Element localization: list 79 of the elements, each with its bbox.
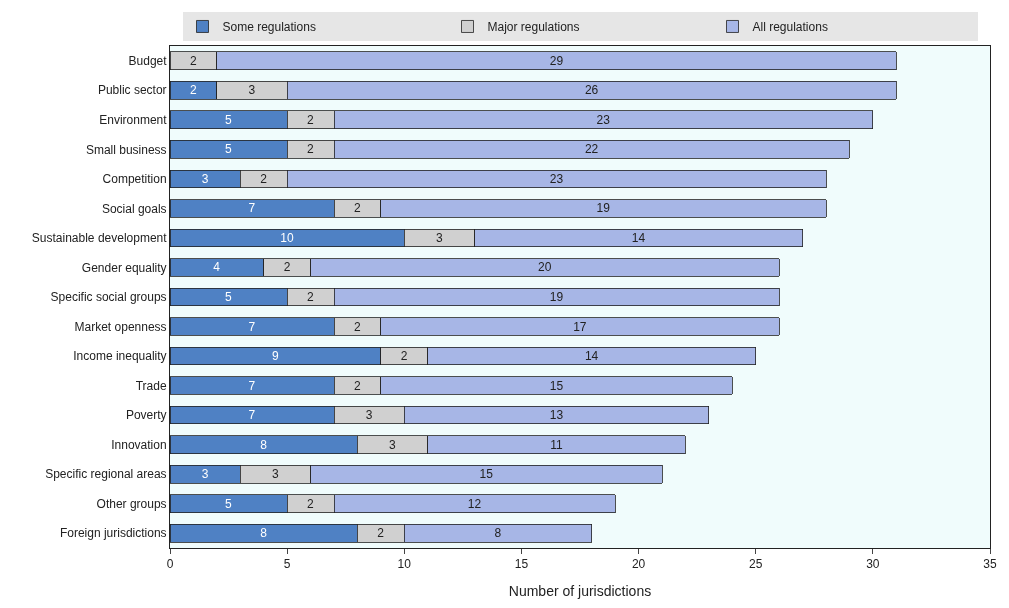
data-label: 5 (225, 112, 233, 127)
y-tick-label: Competition (102, 172, 167, 187)
x-tick-label: 35 (983, 557, 997, 572)
legend-label: All regulations (752, 20, 828, 35)
y-tick-label: Public sector (97, 83, 167, 98)
y-tick-label: Gender equality (81, 260, 167, 275)
data-label: 3 (248, 83, 256, 98)
data-label: 3 (201, 467, 209, 482)
y-tick-label: Foreign jurisdictions (59, 526, 167, 541)
data-label: 7 (248, 408, 256, 423)
data-label: 3 (201, 171, 209, 186)
data-label: 14 (631, 230, 646, 245)
data-label: 2 (400, 349, 408, 364)
y-tick-label: Specific social groups (50, 290, 167, 305)
data-label: 11 (550, 437, 563, 452)
y-tick-label: Market openness (74, 319, 167, 334)
data-label: 2 (189, 83, 197, 98)
y-tick-label: Innovation (111, 437, 167, 452)
data-label: 17 (573, 319, 587, 334)
data-label: 3 (271, 467, 279, 482)
data-label: 23 (549, 171, 564, 186)
data-label: 22 (584, 142, 599, 157)
x-tick-label: 20 (631, 557, 646, 572)
legend-label: Major regulations (487, 20, 580, 35)
y-tick-label: Income inequality (73, 349, 167, 364)
data-label: 2 (307, 142, 315, 157)
data-label: 15 (479, 467, 494, 482)
legend-label: Some regulations (222, 20, 316, 35)
data-label: 2 (307, 496, 315, 511)
data-label: 2 (189, 53, 197, 68)
y-tick-label: Social goals (101, 201, 167, 216)
data-label: 29 (549, 53, 564, 68)
data-label: 3 (365, 408, 373, 423)
data-label: 13 (549, 408, 564, 423)
data-label: 2 (353, 201, 361, 216)
data-label: 10 (280, 230, 294, 245)
x-tick-label: 25 (749, 557, 763, 572)
data-label: 5 (225, 142, 233, 157)
data-label: 26 (584, 83, 599, 98)
data-label: 2 (307, 112, 315, 127)
y-tick-label: Poverty (125, 408, 167, 423)
x-axis-title: Number of jurisdictions (508, 582, 652, 599)
x-tick-label: 15 (514, 557, 529, 572)
y-tick-label: Specific regional areas (45, 467, 167, 482)
data-label: 8 (494, 526, 502, 541)
x-tick-label: 30 (866, 557, 880, 572)
data-label: 12 (467, 496, 482, 511)
data-label: 2 (283, 260, 291, 275)
data-label: 19 (549, 290, 564, 304)
y-tick-label: Sustainable development (31, 231, 168, 246)
data-label: 5 (225, 290, 233, 304)
data-label: 2 (260, 171, 268, 186)
data-label: 3 (389, 437, 397, 452)
data-label: 14 (584, 349, 599, 364)
y-tick-label: Environment (99, 113, 168, 128)
data-label: 23 (596, 112, 611, 127)
data-label: 7 (248, 201, 256, 216)
data-label: 3 (435, 230, 443, 245)
y-tick-label: Small business (85, 142, 167, 157)
x-tick-label: 10 (397, 557, 412, 572)
y-tick-label: Trade (135, 378, 167, 393)
x-tick-label: 5 (283, 557, 291, 572)
y-tick-label: Other groups (96, 496, 167, 511)
data-label: 5 (225, 496, 233, 511)
data-label: 2 (307, 290, 315, 304)
data-label: 15 (549, 378, 564, 393)
data-label: 19 (596, 201, 611, 216)
data-label: 2 (377, 526, 385, 541)
data-label: 20 (538, 260, 552, 275)
y-tick-label: Budget (128, 53, 168, 68)
data-label: 4 (213, 260, 221, 275)
x-tick-label: 0 (166, 557, 174, 572)
data-label: 8 (260, 526, 268, 541)
data-label: 9 (271, 349, 279, 364)
data-label: 2 (353, 378, 361, 393)
data-label: 7 (248, 319, 256, 334)
data-label: 7 (248, 378, 256, 393)
data-label: 8 (260, 437, 268, 452)
data-label: 2 (353, 319, 361, 334)
